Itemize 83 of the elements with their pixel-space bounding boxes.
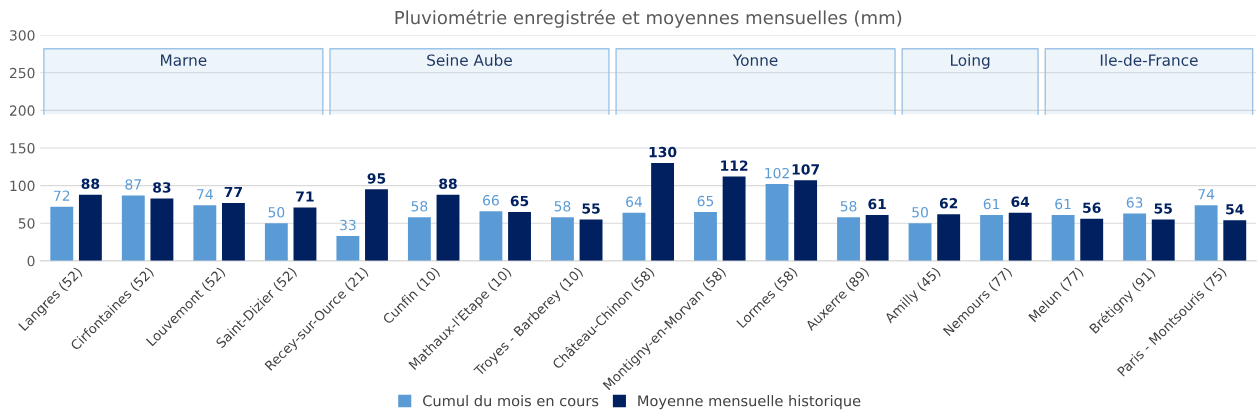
data-label: 64 [1011,196,1030,207]
data-label: 55 [1154,203,1172,214]
band-label: Marne [161,54,207,66]
bar [193,205,217,261]
data-label: 61 [1055,198,1071,210]
bar [407,217,431,261]
bar [1151,219,1175,261]
bar [121,195,145,261]
band-label: Seine Aube [427,54,512,66]
data-label: 107 [792,164,820,175]
data-label: 56 [1083,202,1101,213]
bar [937,214,961,261]
band-label: Loing [951,54,990,69]
data-label: 50 [912,207,928,218]
bar [765,184,789,261]
data-label: 50 [268,207,285,218]
data-label: 54 [1226,204,1244,215]
bar [293,207,317,261]
bar [837,217,860,261]
data-label: 61 [983,198,1000,210]
bar [794,180,818,261]
data-label: 112 [721,160,748,171]
bar [694,211,717,261]
bar [1194,205,1218,261]
bar [579,219,603,261]
data-label: 71 [296,191,314,202]
legend-label: Cumul du mois en cours [423,395,599,407]
bar [1223,220,1247,261]
data-label: 66 [483,194,499,206]
data-label: 62 [939,197,958,209]
data-label: 61 [868,198,886,210]
y-tick-label: 250 [9,67,35,79]
data-label: 64 [626,196,643,207]
data-label: 63 [1126,197,1143,208]
bar [651,163,675,261]
bar [508,211,531,261]
data-label: 33 [340,219,356,231]
data-label: 58 [840,200,857,212]
data-label: 87 [125,179,141,190]
data-label: 88 [81,178,100,189]
bar [908,223,932,261]
y-tick-label: 200 [9,105,35,116]
bar [479,211,503,261]
data-label: 77 [224,186,242,198]
bar [221,202,245,261]
data-label: 130 [649,146,677,158]
chart-title: Pluviométrie enregistrée et moyennes mensuelles (mm) [395,9,902,28]
data-label: 58 [411,200,428,212]
bar [865,214,889,261]
band-label: Ile-de-France [1100,54,1198,66]
data-label: 72 [54,190,70,201]
y-tick-label: 50 [18,218,35,229]
bar [150,198,174,261]
band-label: Yonne [732,54,778,66]
data-label: 83 [153,182,171,193]
y-tick-label: 100 [10,180,35,192]
legend-label: Moyenne mensuelle historique [638,395,861,410]
data-label: 55 [582,203,600,214]
y-tick-label: 0 [27,255,35,267]
bar [1051,214,1075,261]
y-tick-label: 300 [10,30,35,41]
bar [722,176,746,261]
bar [1123,213,1147,261]
bar [264,223,288,261]
bar [622,212,646,261]
data-label: 65 [510,195,529,207]
data-label: 65 [697,195,714,207]
bar [365,189,388,261]
bar [436,194,460,261]
data-label: 58 [554,200,571,212]
data-label: 88 [439,178,457,189]
data-label: 102 [765,167,789,179]
bar [1008,212,1032,261]
data-label: 95 [367,173,386,184]
data-label: 74 [1198,189,1215,200]
bar [1080,218,1104,261]
data-label: 74 [197,189,213,200]
bar [551,217,574,261]
y-tick-label: 150 [10,142,35,154]
bar [336,236,360,261]
bar [78,194,102,261]
bar [980,214,1004,261]
bar [50,206,74,261]
